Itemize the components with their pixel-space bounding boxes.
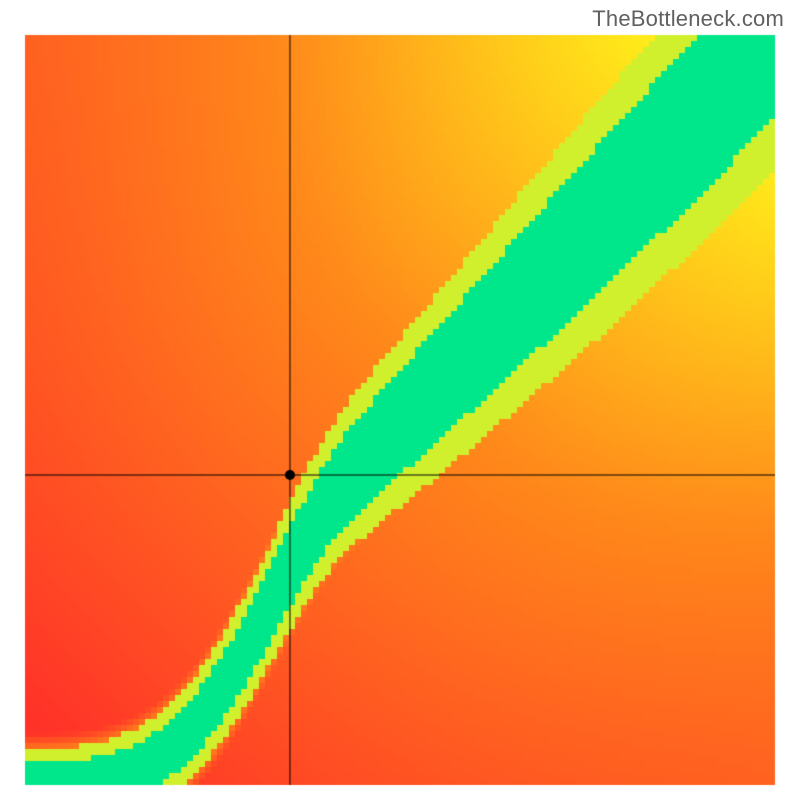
chart-container: TheBottleneck.com — [0, 0, 800, 800]
watermark-text: TheBottleneck.com — [592, 6, 784, 32]
bottleneck-heatmap — [0, 0, 800, 800]
